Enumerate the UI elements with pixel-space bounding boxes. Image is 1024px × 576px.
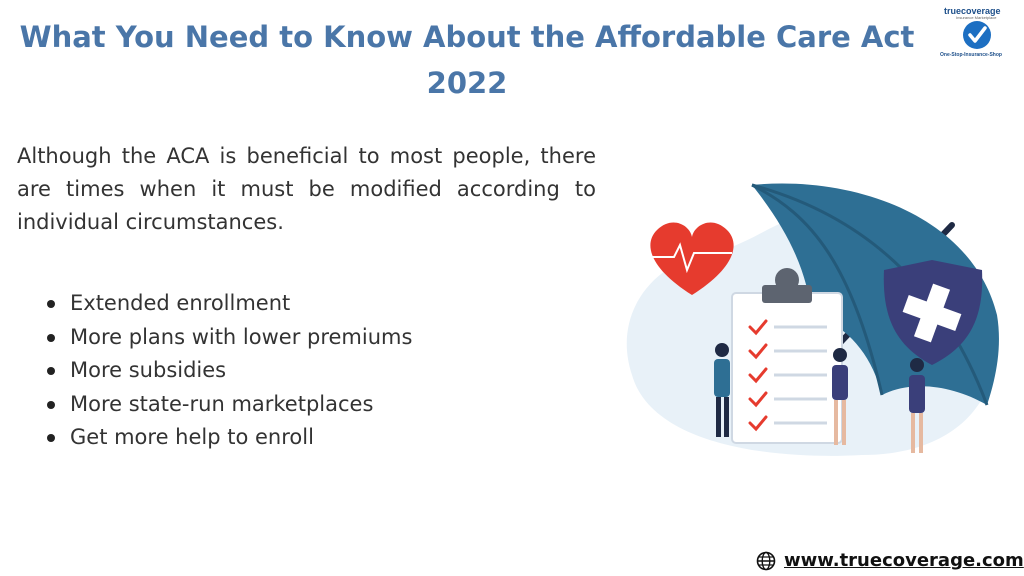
person-middle bbox=[832, 348, 848, 445]
footer: www.truecoverage.com bbox=[756, 550, 1024, 571]
clipboard bbox=[731, 292, 843, 444]
checkmark-badge-icon bbox=[963, 21, 991, 49]
intro-paragraph: Although the ACA is beneficial to most p… bbox=[17, 144, 596, 234]
list-item: More state-run marketplaces bbox=[40, 388, 412, 422]
benefits-list: Extended enrollment More plans with lowe… bbox=[40, 287, 412, 455]
insurance-illustration bbox=[626, 183, 999, 456]
person-left bbox=[714, 343, 730, 437]
list-item: Get more help to enroll bbox=[40, 421, 412, 455]
truecoverage-logo: truecoverage Insurance Marketplace One-S… bbox=[938, 4, 1018, 62]
person-right bbox=[909, 358, 925, 453]
globe-icon bbox=[756, 551, 776, 570]
list-item: More subsidies bbox=[40, 354, 412, 388]
website-link[interactable]: www.truecoverage.com bbox=[784, 550, 1024, 571]
logo-brand: truecoverage bbox=[944, 6, 1001, 16]
list-item: More plans with lower premiums bbox=[40, 321, 412, 355]
list-item: Extended enrollment bbox=[40, 287, 412, 321]
logo-tagline: One-Stop-Insurance-Shop bbox=[940, 52, 1002, 58]
page-title: What You Need to Know About the Affordab… bbox=[19, 20, 915, 100]
logo-subtitle: Insurance Marketplace bbox=[956, 15, 997, 20]
